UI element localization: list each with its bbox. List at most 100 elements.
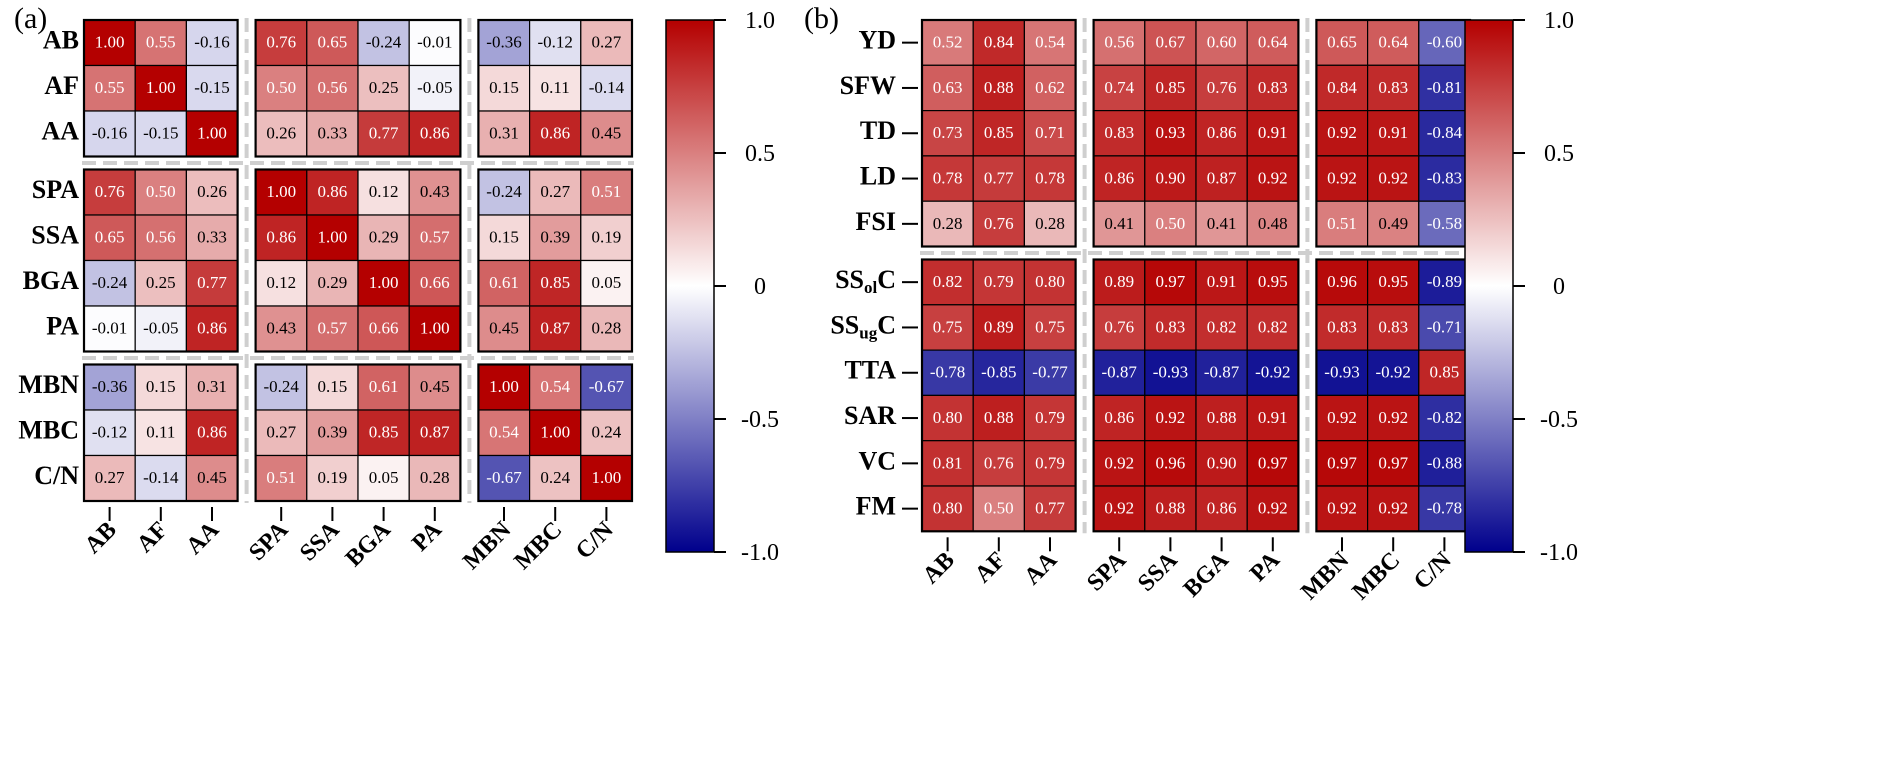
cell-value-label: -0.89 [1427,272,1462,291]
heatmap-cell [1246,394,1299,442]
heatmap-cell [357,110,410,158]
cell-value-label: 0.85 [1430,363,1460,382]
heatmap-cell [921,155,974,202]
cell-value-label: -0.12 [537,33,572,52]
heatmap-cell [306,259,359,307]
cell-value-label: 0.86 [1207,123,1237,142]
cell-value-label: -0.36 [486,33,521,52]
cell-value-label: 0.78 [1035,168,1065,187]
panel-label: (b) [804,2,839,35]
cell-value-label: -0.92 [1375,363,1410,382]
heatmap-cell [357,363,410,411]
cell-value-label: 0.92 [1378,408,1408,427]
column-label: AB [80,517,122,559]
cell-value-label: 0.26 [266,124,296,143]
column-label: PA [407,516,447,556]
heatmap-cell [255,259,308,307]
heatmap-cell [1144,440,1197,487]
cell-value-label: 0.91 [1258,123,1288,142]
cell-value-label: 1.00 [318,228,348,247]
cell-value-label: 0.43 [266,319,296,338]
heatmap-cell [580,19,633,67]
cell-value-label: 0.97 [1327,453,1357,472]
heatmap-cell [972,200,1026,248]
cell-value-label: -0.05 [143,319,178,338]
cell-value-label: -0.01 [417,33,452,52]
cell-value-label: 0.49 [1378,214,1408,233]
heatmap-cell [1195,200,1248,248]
heatmap-cell [306,305,359,353]
heatmap-cell [408,19,462,67]
cell-value-label: 0.91 [1207,272,1237,291]
cell-value-label: 0.95 [1258,272,1288,291]
cell-value-label: 0.65 [318,33,348,52]
heatmap-cell [1315,19,1369,66]
heatmap-cell [1246,485,1299,532]
row-label: YD [858,26,896,55]
heatmap-cell [1418,485,1471,532]
heatmap-cell [580,168,633,216]
cell-value-label: 0.28 [420,468,450,487]
cell-value-label: 1.00 [266,182,296,201]
cell-value-label: 0.78 [933,168,963,187]
heatmap-cell [1144,394,1197,442]
column-label: MBC [1347,547,1405,605]
cell-value-label: 0.71 [1035,123,1065,142]
cell-value-label: 0.73 [933,123,963,142]
cell-value-label: 0.92 [1327,408,1357,427]
cell-value-label: 0.45 [592,124,622,143]
heatmap-cell [1023,485,1077,532]
heatmap-cell [580,409,633,457]
cell-value-label: 1.00 [489,377,519,396]
cell-value-label: 1.00 [540,423,570,442]
cell-value-label: 0.56 [1104,33,1134,52]
block-frame [1092,258,1300,533]
row-label: TTA [844,356,896,385]
cell-value-label: 0.50 [1156,214,1186,233]
heatmap-cell [1144,64,1197,112]
heatmap-cell [134,409,187,457]
cell-value-label: -0.92 [1255,363,1290,382]
row-label: SSolC [835,265,896,297]
cell-value-label: 0.65 [1327,33,1357,52]
cell-value-label: 0.88 [1156,499,1186,518]
heatmap-cell [1092,485,1146,532]
cell-value-label: 0.80 [933,408,963,427]
cell-value-label: 1.00 [95,33,125,52]
cell-value-label: 0.11 [541,78,570,97]
heatmap-cell [1023,200,1077,248]
cell-value-label: -0.15 [194,78,229,97]
cell-value-label: 0.11 [146,423,175,442]
cell-value-label: -0.24 [366,33,402,52]
cell-value-label: 0.27 [592,33,622,52]
cell-value-label: 0.77 [369,124,399,143]
heatmap-cell [134,259,187,307]
cell-value-label: 0.64 [1258,33,1288,52]
heatmap-cell [1366,349,1420,397]
colorbar-tick-label: 0 [754,274,766,300]
heatmap-cell [972,64,1026,112]
cell-value-label: 0.90 [1207,453,1237,472]
cell-value-label: -0.87 [1101,363,1137,382]
heatmap-cell [528,214,582,262]
cell-value-label: 0.92 [1104,453,1134,472]
cell-value-label: 0.87 [1207,168,1237,187]
cell-value-label: 0.82 [933,272,963,291]
heatmap-cell [1315,109,1369,157]
cell-value-label: 0.31 [197,377,227,396]
cell-value-label: 0.45 [420,377,450,396]
cell-value-label: 0.12 [369,182,399,201]
heatmap-cell [1092,258,1146,306]
cell-value-label: 0.85 [984,123,1014,142]
cell-value-label: 0.63 [933,78,963,97]
cell-value-label: 0.39 [318,423,348,442]
cell-value-label: 0.65 [95,228,125,247]
cell-value-label: -0.12 [92,423,127,442]
cell-value-label: 0.92 [1327,499,1357,518]
heatmap-cell [134,454,187,502]
cell-value-label: 0.83 [1258,78,1288,97]
column-label: SSA [295,516,345,566]
row-label: C/N [34,461,79,490]
heatmap-cell [1315,200,1369,248]
row-label: AB [43,26,79,55]
